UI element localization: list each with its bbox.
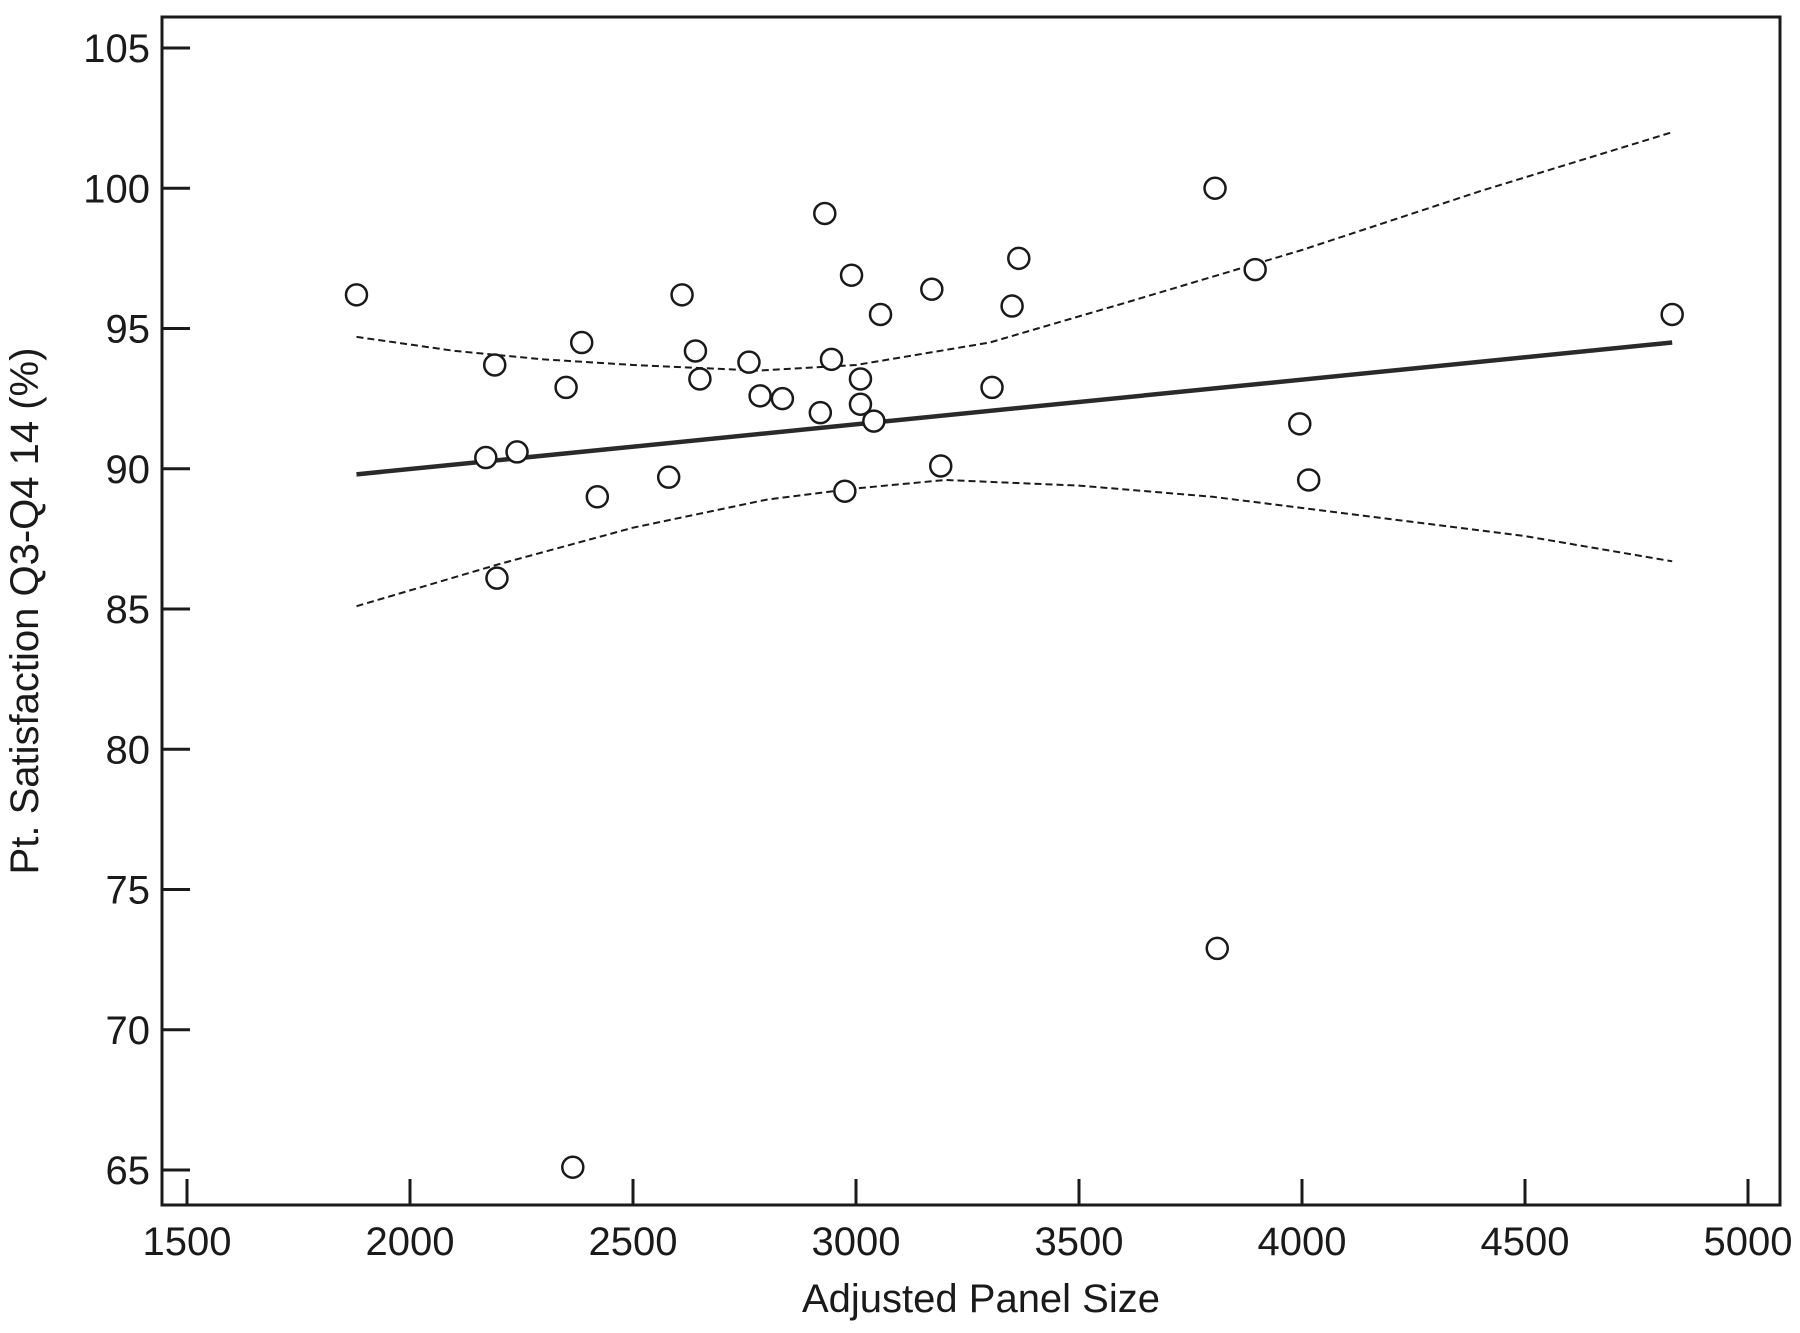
data-point: [737, 350, 761, 374]
data-point: [920, 277, 944, 301]
data-point: [1000, 294, 1024, 318]
y-tick-label: 95: [106, 308, 151, 352]
data-point: [1203, 176, 1227, 200]
y-tick-label: 70: [106, 1009, 151, 1053]
regression-line-layer: [356, 340, 1673, 477]
x-tick-label: 2000: [366, 1220, 455, 1264]
data-point: [819, 347, 844, 372]
x-tick-label: 3500: [1035, 1220, 1124, 1264]
axes-layer: 1500 2000 2500 3000 3500 4000 4500 5000 65 70 75 80…: [83, 15, 1793, 1264]
x-tick-label: 1500: [143, 1220, 232, 1264]
data-point: [813, 201, 837, 226]
x-tick-label: 4500: [1481, 1220, 1570, 1264]
data-point: [344, 283, 369, 307]
data-point: [585, 485, 610, 509]
data-point: [1205, 936, 1230, 961]
data-point: [808, 400, 833, 425]
data-point: [833, 479, 857, 503]
x-tick-label: 4000: [1258, 1220, 1347, 1264]
plot-frame: [160, 15, 1782, 1207]
data-point: [474, 445, 498, 470]
data-point: [561, 1155, 585, 1179]
data-point: [569, 330, 594, 355]
data-point: [868, 302, 893, 327]
regression-line: [356, 340, 1673, 477]
y-tick-label: 85: [106, 588, 151, 632]
data-point: [980, 375, 1004, 400]
data-point: [848, 367, 873, 391]
y-tick-label: 105: [83, 27, 150, 71]
x-tick-label: 3000: [812, 1220, 901, 1264]
data-point: [1296, 468, 1321, 492]
data-point: [748, 384, 772, 408]
data-point: [848, 392, 873, 416]
data-point: [928, 454, 953, 478]
y-tick-label: 90: [106, 448, 151, 492]
data-point: [862, 409, 886, 433]
data-point: [839, 263, 864, 287]
data-point: [482, 353, 507, 377]
data-points-layer: [344, 176, 1684, 1179]
data-point: [670, 283, 694, 307]
ci-upper-line: [356, 131, 1673, 372]
y-tick-label: 65: [106, 1149, 151, 1193]
y-tick-label: 80: [106, 728, 151, 772]
x-tick-label: 5000: [1704, 1220, 1793, 1264]
ci-lower-line: [356, 478, 1673, 608]
data-point: [1007, 246, 1031, 271]
data-point: [1288, 412, 1312, 436]
data-point: [554, 375, 578, 400]
data-point: [688, 367, 712, 391]
y-axis-title: Pt. Satisfaction Q3-Q4 14 (%): [3, 348, 47, 875]
x-axis-title: Adjusted Panel Size: [802, 1277, 1160, 1321]
data-point: [656, 465, 681, 489]
data-point: [485, 566, 509, 590]
data-point: [770, 386, 795, 411]
confidence-band-layer: [356, 131, 1673, 608]
data-point: [505, 440, 529, 464]
data-point: [683, 339, 708, 363]
x-tick-label: 2500: [589, 1220, 678, 1264]
y-tick-label: 100: [83, 167, 150, 211]
y-tick-label: 75: [106, 869, 151, 913]
data-point: [1660, 302, 1684, 327]
data-point: [1243, 257, 1267, 282]
